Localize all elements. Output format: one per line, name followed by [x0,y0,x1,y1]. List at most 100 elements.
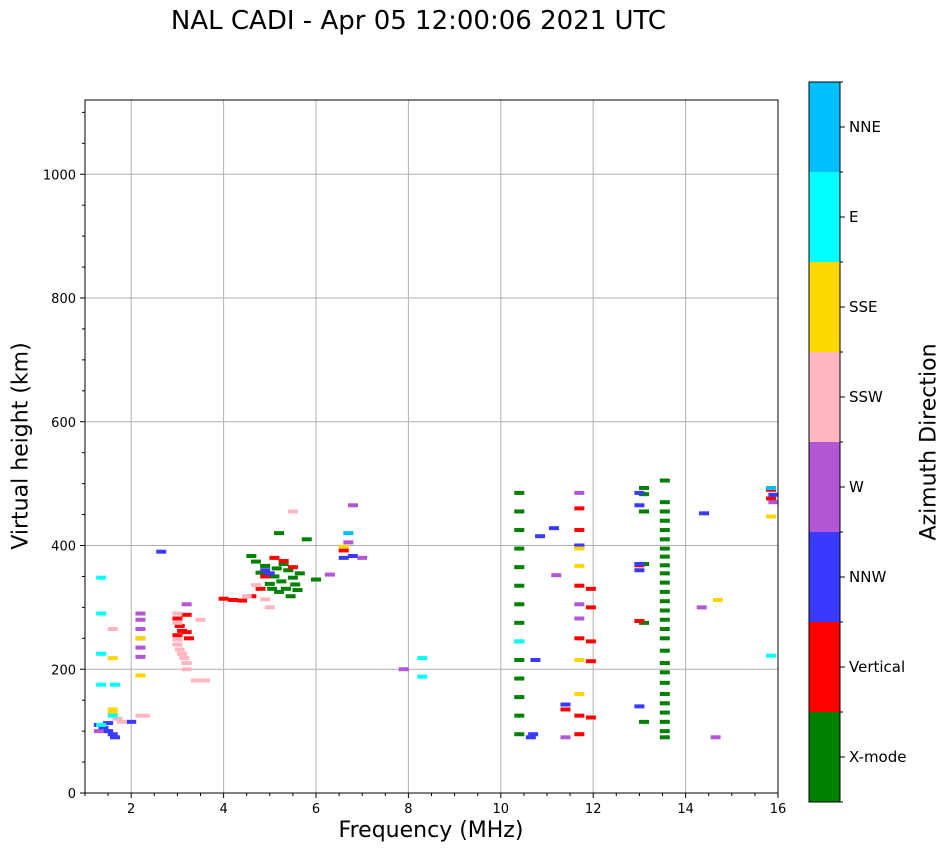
data-point [574,490,585,495]
colorbar-swatch [809,622,840,712]
y-tick-label: 600 [51,416,76,431]
colorbar-swatch [809,262,840,352]
data-point [659,680,670,685]
data-point [294,571,305,576]
colorbar-frame [808,81,841,803]
colorbar-swatch [809,442,840,532]
data-point [574,692,585,696]
data-point [343,531,354,536]
data-point [172,637,183,642]
data-point [659,608,670,613]
data-point [766,653,777,658]
colorbar-swatch [809,172,840,262]
data-point [634,503,645,508]
data-point [699,511,710,516]
data-point [276,579,287,584]
data-point [264,571,275,576]
data-point [766,496,777,501]
data-point [135,673,146,678]
data-point [634,562,645,567]
data-point [96,682,107,687]
data-point [634,704,645,709]
data-point [260,568,271,573]
series-nnw [93,490,779,740]
data-point [181,602,192,607]
data-point [514,695,525,700]
data-point [347,554,358,559]
data-point [659,692,670,696]
colorbar-layer: X-mode Vertical NNW W SSW SSE E NNE [808,81,906,803]
data-point [659,589,670,594]
data-point [183,636,194,641]
data-point [574,657,585,662]
data-point [514,490,525,495]
data-point [528,732,539,737]
data-point [250,559,261,564]
data-point [514,732,525,737]
data-point [96,651,107,656]
data-point [712,597,723,602]
data-point [107,713,118,718]
data-point [135,611,146,616]
data-point [639,509,650,514]
data-point [110,682,121,687]
data-point [659,735,670,740]
data-point [417,674,428,679]
data-point [514,620,525,625]
data-point [514,713,525,718]
data-point [514,657,525,662]
data-point [271,566,282,571]
data-point [112,716,123,721]
data-point [246,554,257,559]
data-point [398,667,409,672]
data-point [172,642,183,647]
data-point [107,656,118,661]
y-tick-label: 800 [51,292,76,307]
colorbar-tick-label: SSE [849,298,878,316]
data-point [172,616,183,621]
data-point [574,546,585,551]
data-point [574,543,585,548]
data-point [285,594,296,599]
y-tick-label: 1000 [43,168,76,183]
data-point [659,563,670,568]
series-x-mode [246,478,670,740]
data-point [338,548,349,553]
data-point [156,549,167,554]
data-point [190,678,201,683]
data-point [287,509,298,514]
series-sse [107,514,777,715]
data-point [200,678,211,683]
colorbar-label: Azimuth Direction [916,343,942,541]
x-tick-label: 16 [770,802,787,817]
data-point [659,478,670,483]
x-tick-label: 4 [219,802,227,817]
data-point [287,575,298,580]
data-point [574,713,585,718]
data-point [338,544,349,549]
data-point [107,627,118,632]
data-point [574,563,585,568]
data-point [260,574,271,579]
data-point [659,661,670,666]
data-point [227,597,238,602]
colorbar-tick-label: NNW [849,568,886,586]
data-point [768,500,779,505]
data-point [659,571,670,576]
data-point [514,546,525,551]
data-point [260,563,271,568]
data-point [96,611,107,616]
data-point [634,618,645,623]
y-axis-label: Virtual height (km) [8,342,34,550]
data-point [514,509,525,514]
series-nne [343,485,777,536]
colorbar-swatch [809,532,840,622]
data-point [241,594,252,599]
data-point [283,568,294,573]
marks-layer [93,478,779,740]
x-axis-label: Frequency (MHz) [338,818,524,843]
data-point [514,676,525,681]
data-point [218,596,229,601]
data-point [659,500,670,505]
data-point [574,583,585,588]
